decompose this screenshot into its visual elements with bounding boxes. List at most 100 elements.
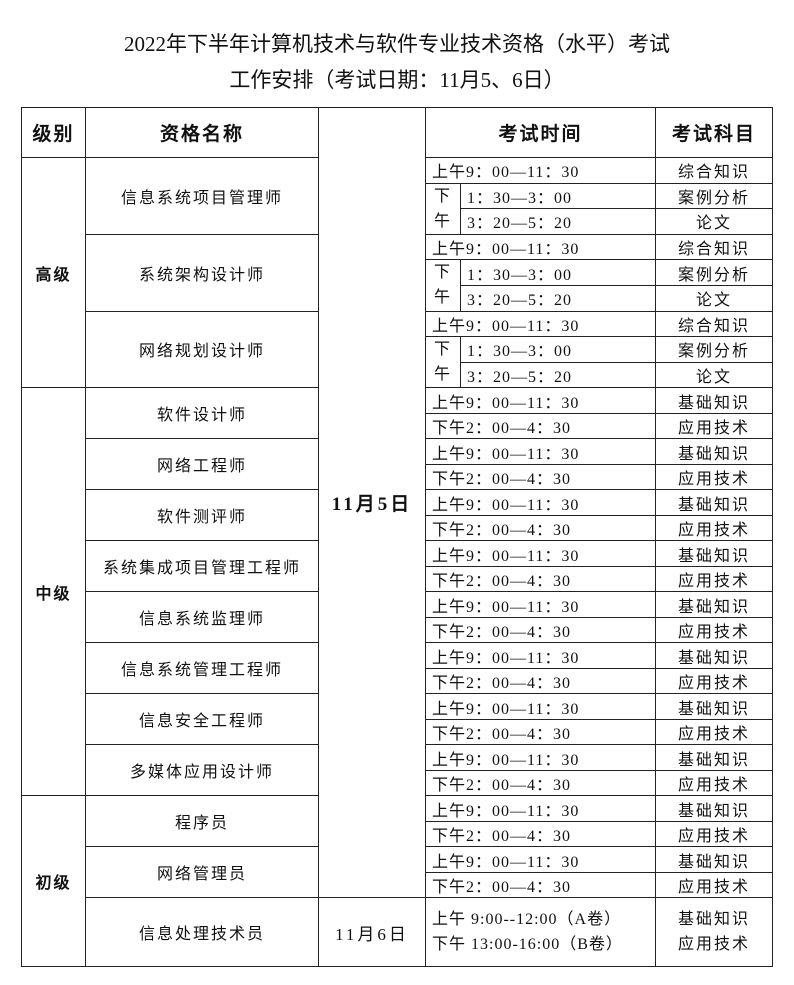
table-row: 系统集成项目管理工程师 上午9：00—11：30 基础知识 [22,540,774,593]
afternoon-label: 下午 [425,336,461,389]
exam-subject: 案例分析 [655,182,774,210]
exam-time: 1：30—3：00 [459,259,657,286]
exam-time: 上午9：00—11：30 [424,387,657,414]
exam-time: 上午9：00—11：30 [424,438,657,465]
exam-time: 下午2：00—4：30 [424,871,657,899]
exam-schedule-table: 级别 资格名称 11月5日 考试时间 考试科目 高级 信息系统项目管理师 上午9：00—11：… [21,106,774,968]
qualification-name: 多媒体应用设计师 [85,744,319,797]
exam-time: 上午9：00—11：30 [424,795,657,822]
table-row: 级别 资格名称 11月5日 考试时间 考试科目 [21,106,774,899]
qualification-name: 信息系统监理师 [85,591,319,644]
exam-subject: 论文 [655,208,774,235]
exam-time: 下午2：00—4：30 [424,514,657,542]
exam-time: 3：20—5：20 [459,284,657,312]
exam-date-nov5: 11月5日 [318,106,426,899]
qualification-name: 信息处理技术员 [85,897,319,968]
exam-time: 下午2：00—4：30 [424,718,657,746]
header-time: 考试时间 [424,107,657,158]
table-row: 下午2：00—4：30 应用技术 [22,769,774,797]
exam-time-line: 上午 9:00--12:00（A卷） [432,911,622,929]
exam-subject: 综合知识 [655,157,774,184]
document-subtitle: 工作安排（考试日期：11月5、6日） [229,68,565,92]
exam-time: 上午9：00—11：30 [424,744,657,771]
qualification-name: 网络管理员 [85,846,319,899]
exam-subject: 基础知识 应用技术 [655,897,774,968]
qualification-name: 网络工程师 [85,438,319,491]
exam-time-line: 下午 13:00-16:00（B卷） [432,936,623,954]
table-row: 3：20—5：20 论文 [22,361,774,389]
exam-time: 上午9：00—11：30 [424,489,657,516]
qualification-name: 软件设计师 [85,387,319,440]
exam-time: 3：20—5：20 [459,361,657,389]
document-title: 2022年下半年计算机技术与软件专业技术资格（水平）考试 [124,32,670,56]
table-row: 下午2：00—4：30 应用技术 [22,412,774,440]
table-row: 软件测评师 上午9：00—11：30 基础知识 [22,489,774,542]
exam-time: 1：30—3：00 [459,336,657,363]
table-row: 网络管理员 上午9：00—11：30 基础知识 [22,846,774,899]
exam-subject: 基础知识 [655,642,774,669]
table-row: 系统架构设计师 上午9：00—11：30 综合知识 [22,233,774,312]
table-row: 高级 信息系统项目管理师 上午9：00—11：30 综合知识 [21,156,774,389]
table-row: 下午 1：30—3：00 案例分析 [22,259,774,312]
table-row: 信息处理技术员 11月6日 上午 9:00--12:00（A卷） 下午 13:00-1… [22,897,774,968]
table-row: 多媒体应用设计师 上午9：00—11：30 基础知识 [22,744,774,797]
exam-time: 上午9：00—11：30 [424,693,657,720]
exam-subject: 论文 [655,284,774,312]
table-row: 3：20—5：20 论文 [22,284,774,312]
exam-time: 下午2：00—4：30 [424,769,657,797]
qualification-name: 信息安全工程师 [85,693,319,746]
table-row: 下午2：00—4：30 应用技术 [22,718,774,746]
exam-subject: 综合知识 [655,310,774,338]
table-row: 网络工程师 上午9：00—11：30 基础知识 [22,438,774,491]
exam-subject: 应用技术 [655,412,774,440]
exam-subject: 基础知识 [655,438,774,465]
qualification-name: 软件测评师 [85,489,319,542]
exam-time: 上午9：00—11：30 [424,157,657,184]
exam-time: 上午9：00—11：30 [424,846,657,873]
afternoon-label: 下午 [425,182,461,235]
exam-subject: 基础知识 [655,693,774,720]
exam-subject: 案例分析 [655,336,774,363]
afternoon-label: 下午 [425,259,461,312]
exam-time: 下午2：00—4：30 [424,565,657,593]
table-row: 信息系统监理师 上午9：00—11：30 基础知识 [22,591,774,644]
table-row: 下午2：00—4：30 应用技术 [22,616,774,644]
header-subject: 考试科目 [655,107,774,158]
exam-subject: 综合知识 [655,233,774,261]
exam-subject: 应用技术 [655,820,774,848]
exam-time: 上午 9:00--12:00（A卷） 下午 13:00-16:00（B卷） [424,897,657,968]
exam-time: 下午2：00—4：30 [424,412,657,440]
table-row: 网络规划设计师 上午9：00—11：30 综合知识 [22,310,774,389]
qualification-name: 系统集成项目管理工程师 [85,540,319,593]
exam-subject: 应用技术 [655,616,774,644]
exam-subject: 应用技术 [655,718,774,746]
exam-subject: 基础知识 [655,744,774,771]
header-level: 级别 [21,107,86,158]
exam-subject: 应用技术 [655,769,774,797]
exam-subject: 基础知识 [655,387,774,414]
exam-time: 上午9：00—11：30 [424,310,657,338]
table-row: 下午2：00—4：30 应用技术 [22,820,774,848]
table-row: 中级 软件设计师 上午9：00—11：30 基础知识 [21,387,774,797]
exam-time: 上午9：00—11：30 [424,591,657,618]
exam-subject: 应用技术 [655,667,774,695]
exam-time: 上午9：00—11：30 [424,233,657,261]
exam-subject: 应用技术 [655,463,774,491]
exam-date-nov6: 11月6日 [318,897,426,968]
exam-subject: 基础知识 [655,795,774,822]
exam-time: 1：30—3：00 [459,182,657,210]
qualification-name: 系统架构设计师 [85,233,319,312]
exam-subject: 应用技术 [655,565,774,593]
exam-time: 上午9：00—11：30 [424,540,657,567]
exam-subject: 应用技术 [655,871,774,899]
table-row: 下午2：00—4：30 应用技术 [22,667,774,695]
level-middle: 中级 [21,387,86,797]
exam-time: 下午2：00—4：30 [424,616,657,644]
exam-time: 下午2：00—4：30 [424,463,657,491]
table-row: 下午2：00—4：30 应用技术 [22,463,774,491]
qualification-name: 网络规划设计师 [85,310,319,389]
table-row: 信息安全工程师 上午9：00—11：30 基础知识 [22,693,774,746]
exam-subject: 基础知识 [655,591,774,618]
exam-subject: 案例分析 [655,259,774,286]
exam-subject: 论文 [655,361,774,389]
